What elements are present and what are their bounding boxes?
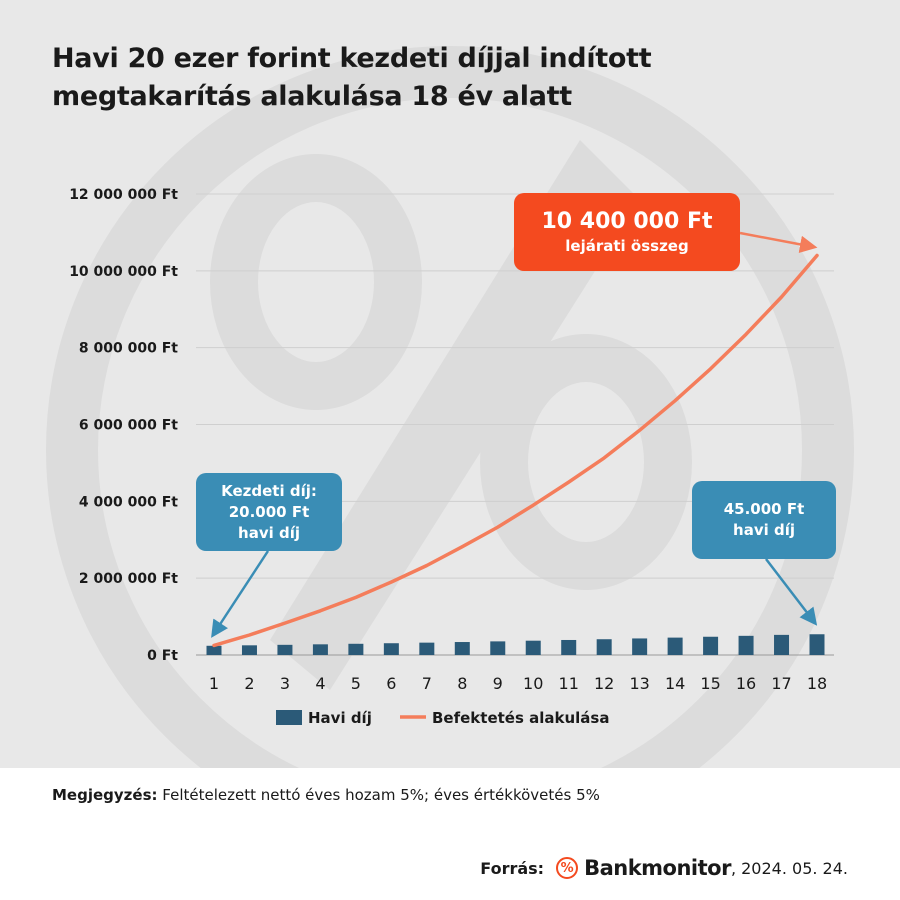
y-tick-label: 2 000 000 Ft <box>79 571 178 587</box>
callout-maturity-amount: 10 400 000 Ft lejárati összeg <box>514 193 740 271</box>
y-tick-label: 6 000 000 Ft <box>79 418 178 434</box>
chart-title: Havi 20 ezer forint kezdeti díjjal indít… <box>52 40 652 116</box>
source-date: , 2024. 05. 24. <box>730 858 848 878</box>
x-tick-label: 14 <box>665 674 685 693</box>
bar-year-17 <box>774 634 790 655</box>
footnote-text: Feltételezett nettó éves hozam 5%; éves … <box>162 786 600 804</box>
chart-panel: Havi 20 ezer forint kezdeti díjjal indít… <box>0 0 900 768</box>
legend: Havi díj Befektetés alakulása <box>276 709 609 727</box>
x-tick-label: 15 <box>700 674 720 693</box>
bar-year-11 <box>561 639 577 655</box>
footnote: Megjegyzés: Feltételezett nettó éves hoz… <box>52 786 600 804</box>
bar-year-1 <box>206 645 222 655</box>
legend-swatch-bar <box>276 710 302 725</box>
bar-year-15 <box>703 636 719 655</box>
x-tick-label: 8 <box>457 674 467 693</box>
callout-maturity-value: 10 400 000 Ft <box>541 209 713 234</box>
x-tick-label: 3 <box>280 674 290 693</box>
arrow-left <box>211 550 270 638</box>
bar-year-6 <box>383 643 399 655</box>
x-tick-label: 11 <box>559 674 579 693</box>
x-tick-label: 10 <box>523 674 543 693</box>
x-tick-label: 12 <box>594 674 614 693</box>
x-tick-label: 7 <box>422 674 432 693</box>
x-tick-label: 9 <box>493 674 503 693</box>
bankmonitor-logo-icon: % <box>556 857 579 879</box>
bar-year-18 <box>809 634 825 655</box>
x-axis-ticks: 1 2 3 4 5 6 7 8 9 10 11 12 13 14 15 16 17 18 <box>209 674 827 693</box>
chart-svg: 0 Ft 2 000 000 Ft 4 000 000 Ft 6 000 000 Ft… <box>69 187 834 727</box>
bar-year-10 <box>525 640 541 655</box>
y-axis-ticks: 0 Ft 2 000 000 Ft 4 000 000 Ft 6 000 000 Ft… <box>69 187 178 664</box>
y-tick-label: 12 000 000 Ft <box>69 187 178 203</box>
x-tick-label: 1 <box>209 674 219 693</box>
callout-end-fee: 45.000 Ft havi díj <box>692 481 836 559</box>
x-tick-label: 6 <box>386 674 396 693</box>
bar-year-16 <box>738 635 754 655</box>
source-label: Forrás: <box>480 858 545 878</box>
bar-series <box>206 634 825 655</box>
bar-year-14 <box>667 637 683 655</box>
x-tick-label: 4 <box>315 674 325 693</box>
title-line-1: Havi 20 ezer forint kezdeti díjjal indít… <box>52 43 652 74</box>
footnote-label: Megjegyzés: <box>52 786 158 804</box>
bar-year-5 <box>348 643 364 655</box>
x-tick-label: 13 <box>629 674 649 693</box>
legend-label-line: Befektetés alakulása <box>432 709 609 727</box>
line-series-path <box>212 253 819 648</box>
bar-year-4 <box>312 644 328 655</box>
annotation-arrows <box>211 231 818 638</box>
bar-year-9 <box>490 641 506 655</box>
x-tick-label: 5 <box>351 674 361 693</box>
y-tick-label: 0 Ft <box>147 648 178 664</box>
x-tick-label: 17 <box>771 674 791 693</box>
legend-label-bar: Havi díj <box>308 709 372 727</box>
source-line: Forrás: % Bankmonitor , 2024. 05. 24. <box>480 856 848 880</box>
arrow-right <box>765 558 818 626</box>
bar-year-3 <box>277 644 293 655</box>
bar-year-12 <box>596 639 612 655</box>
x-tick-label: 16 <box>736 674 756 693</box>
y-tick-label: 8 000 000 Ft <box>79 341 178 357</box>
bar-year-2 <box>241 645 257 655</box>
background-percent-watermark <box>46 46 854 768</box>
y-tick-label: 10 000 000 Ft <box>69 264 178 280</box>
title-line-2: megtakarítás alakulása 18 év alatt <box>52 81 572 112</box>
callout-start-fee-line-3: havi díj <box>238 523 300 542</box>
source-brand: Bankmonitor <box>584 856 731 880</box>
bar-year-13 <box>632 638 648 655</box>
x-tick-label: 18 <box>807 674 827 693</box>
callout-end-fee-line-2: havi díj <box>733 521 795 539</box>
callout-start-fee-line-2: 20.000 Ft <box>228 502 310 521</box>
callout-start-fee-line-1: Kezdeti díj: <box>221 481 317 500</box>
bar-year-7 <box>419 642 435 655</box>
arrow-top <box>739 231 818 253</box>
callout-end-fee-line-1: 45.000 Ft <box>723 500 805 518</box>
x-tick-label: 2 <box>244 674 254 693</box>
y-tick-label: 4 000 000 Ft <box>79 494 178 510</box>
bar-year-8 <box>454 642 470 655</box>
callout-maturity-label: lejárati összeg <box>565 237 689 255</box>
callout-start-fee: Kezdeti díj: 20.000 Ft havi díj <box>196 473 342 551</box>
